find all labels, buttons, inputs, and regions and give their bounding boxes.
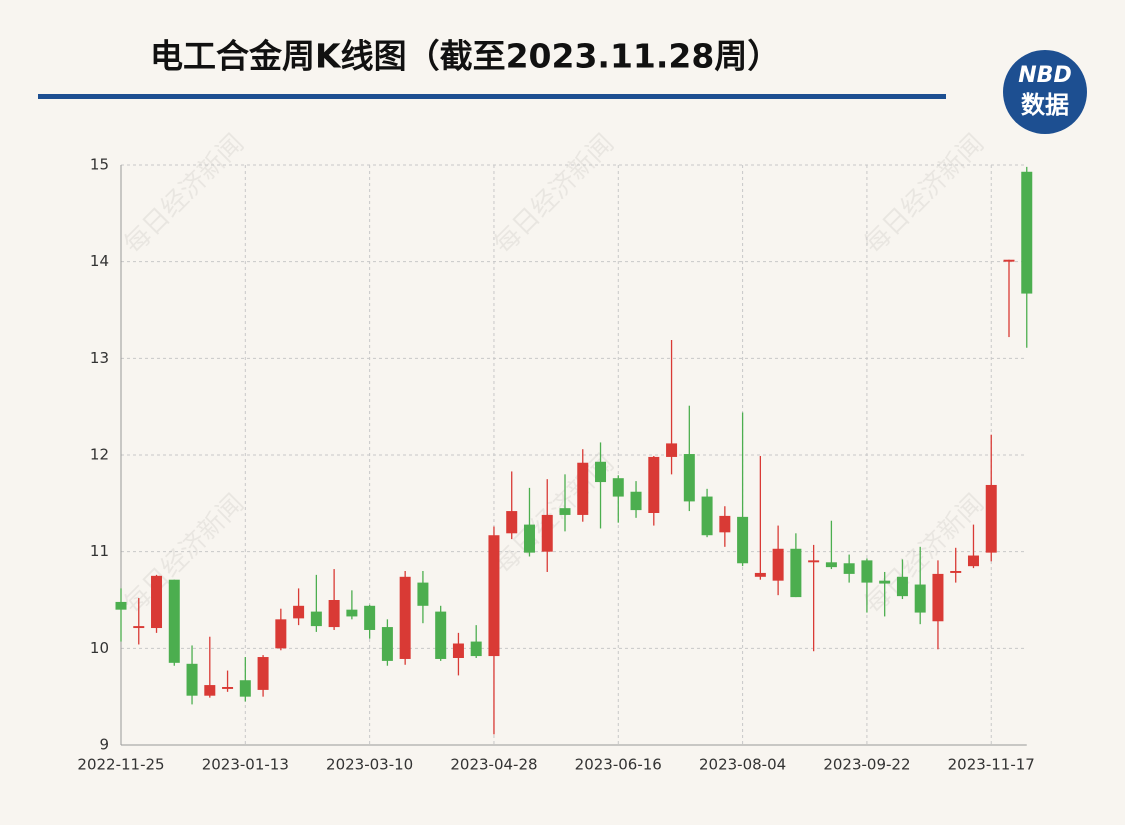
candle-body	[133, 626, 145, 629]
y-tick-label: 9	[99, 736, 109, 754]
candle-body	[577, 462, 589, 515]
candle-body	[701, 496, 713, 536]
candle-body	[328, 600, 340, 628]
candle-body	[399, 576, 411, 659]
y-tick-label: 11	[90, 542, 109, 560]
candle-body	[719, 515, 731, 533]
candle-body	[1003, 259, 1015, 262]
logo-top: NBD	[1018, 63, 1071, 88]
candle-body	[950, 571, 962, 573]
y-tick-label: 10	[90, 639, 109, 657]
candle-body	[825, 562, 837, 568]
x-tick-label: 2022-11-25	[77, 756, 164, 774]
y-tick-label: 13	[90, 349, 109, 367]
candle-body	[222, 687, 234, 689]
candle-body	[541, 514, 553, 552]
candle-body	[239, 680, 251, 697]
candle-body	[115, 601, 127, 610]
candle-body	[435, 611, 447, 659]
logo-bottom: 数据	[1021, 91, 1069, 119]
candle-body	[861, 560, 873, 583]
candle-body	[843, 563, 855, 574]
candle-body	[808, 560, 820, 563]
candle-body	[666, 443, 678, 457]
candle-body	[896, 576, 908, 597]
x-tick-label: 2023-11-17	[948, 756, 1035, 774]
y-tick-label: 12	[90, 446, 109, 464]
candle-body	[186, 663, 198, 696]
candle-body	[772, 548, 784, 581]
candle-body	[151, 575, 163, 629]
candle-body	[293, 605, 305, 619]
x-tick-label: 2023-06-16	[575, 756, 662, 774]
candle-body	[417, 582, 429, 606]
candle-body	[381, 627, 393, 661]
candle-body	[559, 508, 571, 515]
candle-body	[257, 657, 269, 690]
candle-body	[754, 572, 766, 577]
candle-body	[790, 548, 802, 598]
candle-body	[488, 535, 500, 657]
candle-body	[595, 461, 607, 483]
candle-body	[275, 619, 287, 649]
x-tick-label: 2023-08-04	[699, 756, 786, 774]
y-tick-label: 15	[90, 156, 109, 174]
candle-body	[470, 641, 482, 657]
candle-body	[506, 511, 518, 534]
candle-body	[523, 524, 535, 553]
title-rule	[38, 94, 946, 99]
candle-body	[204, 685, 216, 696]
candle-body	[612, 478, 624, 497]
x-tick-label: 2023-01-13	[202, 756, 289, 774]
candle-body	[914, 584, 926, 613]
candle-body	[168, 579, 180, 663]
x-tick-label: 2023-09-22	[823, 756, 910, 774]
candle-body	[452, 643, 464, 658]
x-tick-label: 2023-04-28	[450, 756, 537, 774]
candle-body	[683, 454, 695, 502]
candle-body	[879, 580, 891, 584]
candle-body	[310, 611, 322, 627]
candle-body	[967, 555, 979, 567]
y-tick-label: 14	[90, 252, 109, 270]
candle-body	[932, 573, 944, 622]
candle-body	[985, 484, 997, 553]
candle-body	[648, 456, 660, 513]
candle-body	[630, 491, 642, 511]
candle-body	[346, 609, 358, 617]
candle-body	[737, 516, 749, 564]
x-tick-label: 2023-03-10	[326, 756, 413, 774]
logo	[1003, 50, 1087, 134]
chart-title: 电工合金周K线图（截至2023.11.28周）	[150, 37, 780, 76]
candle-body	[364, 605, 376, 630]
candle-body	[1021, 171, 1033, 294]
